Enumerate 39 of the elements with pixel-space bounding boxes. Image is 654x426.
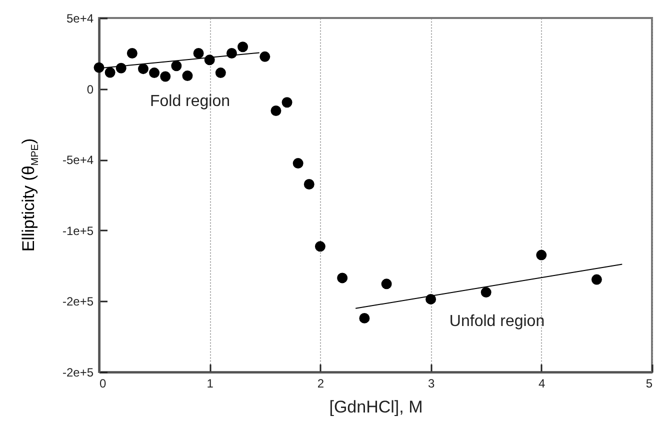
point bbox=[359, 312, 370, 324]
point bbox=[591, 274, 602, 285]
x-tick-label: 0 bbox=[100, 376, 106, 390]
point bbox=[193, 48, 204, 58]
point bbox=[182, 70, 193, 82]
point bbox=[160, 71, 171, 82]
point bbox=[480, 287, 492, 298]
point bbox=[149, 68, 160, 78]
y-tick-label: 0 bbox=[86, 82, 94, 96]
annotation: Unfold region bbox=[449, 313, 545, 331]
point bbox=[381, 278, 392, 290]
x-tick-label: 3 bbox=[428, 376, 435, 390]
point bbox=[215, 68, 226, 78]
point bbox=[171, 60, 182, 72]
x-tick-label: 5 bbox=[646, 376, 653, 390]
point bbox=[238, 42, 248, 52]
x-tick-label: 4 bbox=[538, 376, 546, 390]
point bbox=[292, 158, 304, 169]
y-tick-label: -2e+5 bbox=[62, 366, 94, 380]
annotation: Fold region bbox=[150, 93, 230, 111]
y-tick-label: -5e+4 bbox=[62, 153, 94, 168]
x-tick-label: 2 bbox=[317, 376, 324, 390]
point bbox=[337, 272, 348, 284]
point bbox=[260, 51, 270, 62]
point bbox=[270, 106, 282, 116]
point bbox=[314, 241, 326, 252]
point bbox=[426, 294, 436, 304]
point bbox=[126, 48, 138, 58]
point bbox=[282, 97, 292, 108]
point bbox=[104, 67, 116, 78]
x-axis-title: [GdnHCl], M bbox=[329, 398, 423, 416]
point bbox=[304, 179, 314, 190]
y-tick-label: -1e+5 bbox=[62, 224, 94, 238]
point bbox=[138, 64, 148, 74]
y-tick-label: -2e+5 bbox=[62, 294, 94, 309]
y-tick-label: 5e+4 bbox=[66, 12, 94, 26]
x-tick-label: 1 bbox=[206, 376, 214, 390]
point bbox=[94, 62, 104, 73]
point bbox=[536, 250, 547, 260]
